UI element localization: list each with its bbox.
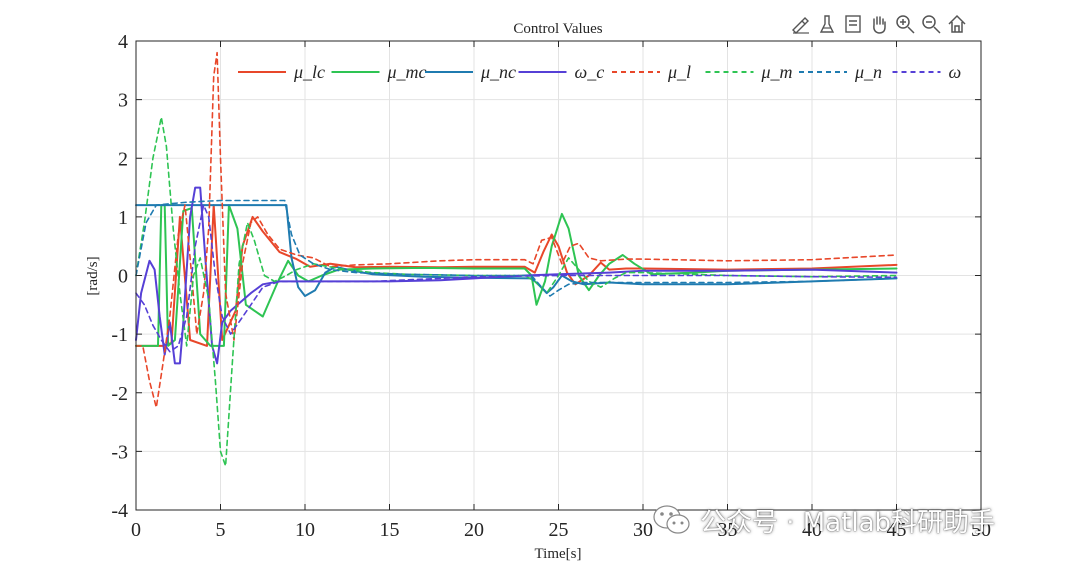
x-tick-label: 10 xyxy=(295,519,315,541)
y-tick-label: -3 xyxy=(111,441,128,463)
zoom-in-icon[interactable] xyxy=(894,12,916,36)
x-tick-label: 50 xyxy=(971,519,991,541)
x-tick-label: 5 xyxy=(216,519,226,541)
series-line-5 xyxy=(135,116,898,467)
y-axis-label: [rad/s] xyxy=(85,256,101,295)
x-tick-label: 45 xyxy=(887,519,907,541)
home-restore-icon[interactable] xyxy=(946,12,968,36)
legend-label-7: ω xyxy=(949,62,962,82)
y-tick-label: 0 xyxy=(118,266,128,288)
series-lines xyxy=(135,51,898,467)
x-tick-label: 20 xyxy=(464,519,484,541)
y-tick-label: 1 xyxy=(118,207,128,229)
series-line-4 xyxy=(135,51,898,409)
axes-toolbar xyxy=(790,12,968,36)
x-tick-label: 35 xyxy=(718,519,738,541)
wechat-icon xyxy=(653,505,690,534)
y-tick-label: 3 xyxy=(118,90,128,112)
y-tick-label: -2 xyxy=(111,383,128,405)
x-tick-label: 30 xyxy=(633,519,653,541)
data-cursor-icon[interactable] xyxy=(842,12,864,36)
legend-label-2: μ_nc xyxy=(480,62,516,82)
zoom-out-icon[interactable] xyxy=(920,12,942,36)
pan-hand-icon[interactable] xyxy=(868,12,890,36)
y-tick-label: -1 xyxy=(111,324,128,346)
legend-label-4: μ_l xyxy=(667,62,691,82)
y-tick-label: 4 xyxy=(118,31,128,53)
series-line-1 xyxy=(135,204,898,347)
legend-label-1: μ_mc xyxy=(387,62,427,82)
legend-label-6: μ_n xyxy=(854,62,882,82)
x-tick-label: 40 xyxy=(802,519,822,541)
legend-label-3: ω_c xyxy=(575,62,605,82)
brush-data-icon[interactable] xyxy=(790,12,812,36)
chart-title: Control Values xyxy=(513,21,602,37)
legend-label-0: μ_lc xyxy=(293,62,325,82)
legend-label-5: μ_m xyxy=(761,62,793,82)
x-tick-label: 0 xyxy=(131,519,141,541)
y-tick-label: -4 xyxy=(111,500,128,522)
watermark: 公众号 · Matlab科研助手 xyxy=(652,500,995,540)
x-axis-label: Time[s] xyxy=(535,546,582,562)
y-tick-label: 2 xyxy=(118,148,128,170)
watermark-text: 公众号 · Matlab科研助手 xyxy=(700,507,996,538)
legend: μ_lc μ_mc μ_nc ω_c μ_l μ_m μ_n ω xyxy=(238,62,961,82)
clear-brush-icon[interactable] xyxy=(816,12,838,36)
series-line-7 xyxy=(135,204,898,353)
x-tick-label: 15 xyxy=(380,519,400,541)
series-line-0 xyxy=(135,204,898,347)
x-tick-label: 25 xyxy=(549,519,569,541)
